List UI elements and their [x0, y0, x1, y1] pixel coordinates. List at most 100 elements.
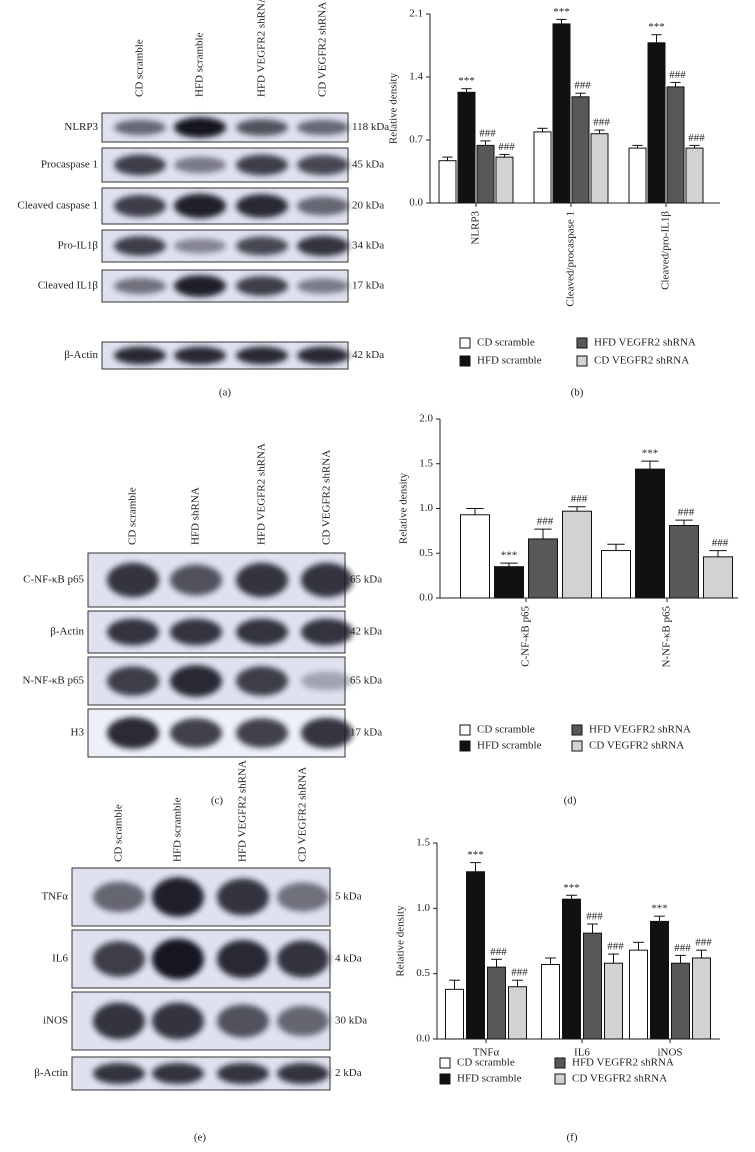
- blot-band: [236, 194, 288, 218]
- bar: [528, 538, 558, 599]
- blot-band: [236, 562, 288, 598]
- y-tick-label: 1.0: [419, 502, 433, 514]
- blot-band: [297, 196, 349, 216]
- lane-label: CD VEGFR2 shRNA: [317, 2, 329, 97]
- legend-swatch: [459, 337, 471, 349]
- lane-label: CD VEGFR2 shRNA: [321, 450, 333, 545]
- significance-mark: ***: [648, 21, 665, 33]
- row-label: N-NF-κB p65: [23, 675, 85, 687]
- legend-swatch: [576, 337, 588, 349]
- lane-label: HFD VEGFR2 shRNA: [256, 443, 268, 545]
- legend-swatch: [554, 1057, 566, 1069]
- blot-band: [236, 154, 288, 176]
- significance-mark: ###: [607, 941, 624, 953]
- significance-mark: ###: [712, 537, 729, 549]
- y-tick-label: 1.0: [416, 902, 430, 914]
- lane-label: HFD VEGFR2 shRNA: [256, 0, 268, 97]
- bar: [590, 133, 609, 204]
- row-size: 30 kDa: [335, 1015, 367, 1027]
- y-tick-label: 1.4: [409, 71, 423, 83]
- blot-band: [217, 939, 269, 979]
- row-size: 34 kDa: [352, 240, 384, 252]
- legend-label: CD VEGFR2 shRNA: [589, 740, 684, 752]
- significance-mark: ###: [511, 967, 528, 979]
- row-size: 17 kDa: [352, 280, 384, 292]
- row-label: Cleaved IL1β: [38, 280, 99, 292]
- significance-mark: ***: [458, 75, 475, 87]
- row-label: NLRP3: [64, 121, 98, 133]
- bar: [583, 932, 602, 1040]
- blot-band: [297, 346, 349, 365]
- row-size: 2 kDa: [335, 1067, 362, 1079]
- blot-band: [93, 1002, 145, 1040]
- bar-chart: 0.0 0.5 1.0 1.5 2.0 Relative density C-NF-κB p…: [398, 413, 738, 807]
- blot-band: [277, 882, 329, 912]
- significance-mark: ###: [490, 946, 507, 958]
- legend-label: HFD VEGFR2 shRNA: [589, 724, 691, 736]
- blot-band: [217, 1004, 269, 1038]
- x-tick-label: TNFα: [473, 1047, 500, 1059]
- blot-band: [93, 941, 145, 977]
- row-label: TNFα: [41, 891, 68, 903]
- bar-chart: 0.0 0.5 1.0 1.5 Relative density TNFα *** ### ##…: [395, 837, 720, 1144]
- y-tick-label: 0.7: [409, 134, 423, 146]
- bar: [650, 920, 669, 1040]
- legend-swatch: [576, 355, 588, 367]
- blot-band: [236, 276, 288, 296]
- blot-band: [301, 618, 353, 646]
- blot-band: [107, 618, 159, 646]
- blot-band: [114, 119, 166, 136]
- blot-panel: CD scramble HFD shRNA HFD VEGFR2 shRNA CD V…: [23, 443, 383, 806]
- row-size: 20 kDa: [352, 200, 384, 212]
- blot-band: [170, 665, 222, 697]
- bar: [466, 871, 485, 1040]
- bar: [562, 898, 581, 1040]
- significance-mark: ###: [688, 132, 705, 144]
- legend-swatch: [554, 1073, 566, 1085]
- blot-band: [277, 940, 329, 978]
- legend-swatch: [571, 724, 583, 736]
- blot-band: [297, 278, 349, 294]
- lane-label: CD scramble: [113, 804, 125, 862]
- blot-panel: CD scramble HFD scramble HFD VEGFR2 shRNA C…: [17, 0, 389, 399]
- blot-band: [174, 193, 226, 219]
- blot-band: [236, 236, 288, 256]
- row-label: β-Actin: [50, 626, 84, 638]
- blot-band: [107, 717, 159, 749]
- panel-label: (e): [194, 1132, 207, 1144]
- blot-band: [301, 671, 353, 691]
- legend-label: HFD VEGFR2 shRNA: [594, 337, 696, 349]
- row-label: C-NF-κB p65: [23, 574, 84, 586]
- blot-band: [236, 119, 288, 136]
- lane-label: HFD scramble: [172, 797, 184, 862]
- bar: [703, 556, 733, 599]
- blot-band: [114, 236, 166, 256]
- row-label: Procaspase 1: [41, 159, 98, 171]
- bar: [629, 949, 648, 1040]
- bar: [562, 510, 592, 599]
- bar: [494, 566, 524, 599]
- bar: [685, 147, 704, 204]
- significance-mark: ###: [537, 516, 554, 528]
- y-tick-label: 0.0: [409, 197, 423, 209]
- blot-band: [277, 1062, 329, 1085]
- blot-band: [277, 1005, 329, 1037]
- legend-swatch: [459, 740, 471, 752]
- significance-mark: ###: [669, 69, 686, 81]
- bar: [628, 147, 647, 204]
- bar: [552, 23, 571, 204]
- blot-band: [297, 119, 349, 136]
- blot-band: [236, 618, 288, 646]
- legend-swatch: [571, 740, 583, 752]
- legend-swatch: [459, 724, 471, 736]
- blot-band: [152, 1002, 204, 1040]
- y-axis-label: Relative density: [398, 472, 410, 544]
- blot-band: [93, 881, 145, 913]
- bar: [438, 160, 457, 204]
- significance-mark: ***: [467, 849, 484, 861]
- blot-band: [170, 718, 222, 748]
- row-label: Cleaved caspase 1: [17, 200, 98, 212]
- row-size: 4 kDa: [335, 953, 362, 965]
- significance-mark: ###: [674, 942, 691, 954]
